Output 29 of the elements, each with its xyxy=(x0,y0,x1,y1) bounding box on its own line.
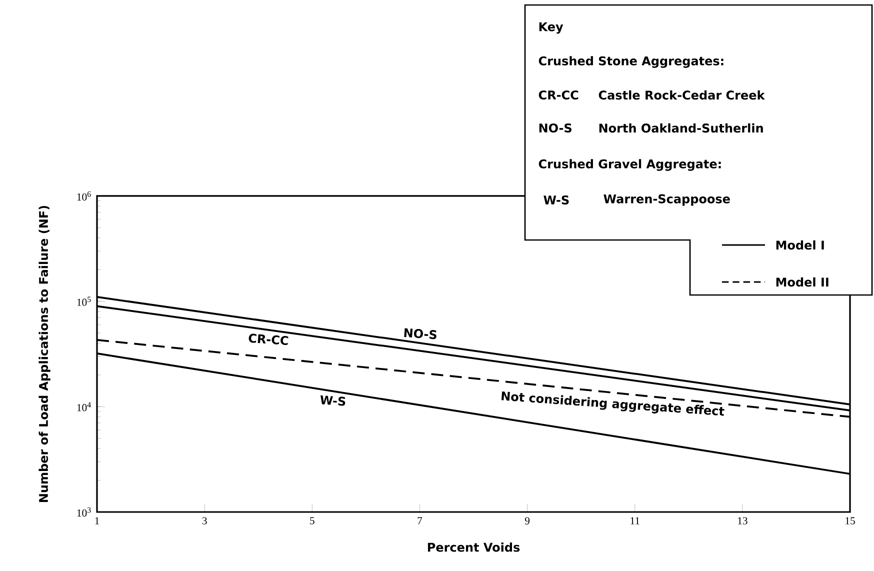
text: NO-S xyxy=(539,123,572,133)
x-tick-label: 3 xyxy=(202,517,207,524)
x-tick-label: 1 xyxy=(95,517,100,524)
x-tick-label: 13 xyxy=(738,517,748,524)
x-axis-title: Percent Voids xyxy=(428,542,520,552)
text: Crushed Stone Aggregates: xyxy=(538,56,724,68)
series-label: NO-S xyxy=(404,328,436,340)
x-tick-label: 15 xyxy=(846,517,855,524)
text: Castle Rock-Cedar Creek xyxy=(598,90,765,100)
x-tick-label: 7 xyxy=(418,517,422,524)
text: CR-CC xyxy=(538,90,578,100)
annotation: Model II xyxy=(776,277,828,287)
series-label: Not considering aggregate effect xyxy=(501,391,724,416)
text: Crushed Gravel Aggregate: xyxy=(538,159,721,171)
y-tick-label: 10$^{3}$ xyxy=(77,507,91,517)
x-tick-label: 11 xyxy=(630,517,640,524)
text: Key xyxy=(539,22,564,34)
series-label: W-S xyxy=(320,395,346,406)
y-tick-label: 10$^{6}$ xyxy=(77,191,91,201)
annotation: Warren-Scappoose xyxy=(604,194,730,206)
annotation: Model I xyxy=(776,240,824,250)
x-tick-label: 9 xyxy=(524,517,530,524)
series-label: CR-CC xyxy=(248,334,288,346)
text: North Oakland-Sutherlin xyxy=(599,123,763,133)
y-tick-label: 10$^{4}$ xyxy=(77,402,91,412)
y-tick-label: 10$^{5}$ xyxy=(77,296,91,306)
x-tick-label: 5 xyxy=(310,517,314,524)
annotation: W-S xyxy=(544,195,569,205)
y-axis-title: Number of Load Applications to Failure (NF) xyxy=(38,206,50,502)
